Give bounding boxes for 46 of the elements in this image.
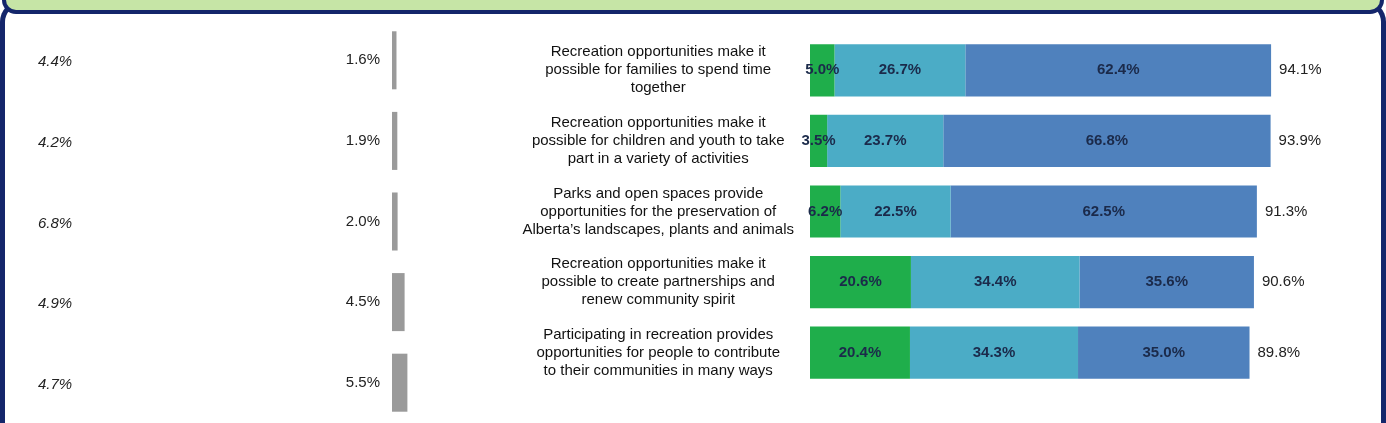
total-label: 90.6% (1261, 272, 1305, 290)
data-label: 62.5% (1082, 201, 1126, 219)
bar (392, 192, 398, 251)
text: 4.4% (38, 51, 73, 69)
data-label: 34.3% (972, 342, 1016, 360)
data-label: 1.9% (345, 131, 380, 149)
data-label: 34.4% (973, 272, 1017, 290)
total-label: 89.8% (1257, 342, 1301, 360)
bar (392, 353, 408, 412)
total-label: 94.1% (1279, 60, 1322, 78)
bar (840, 185, 951, 238)
bar (965, 44, 1272, 97)
data-label: 2.0% (345, 211, 380, 229)
y-tick-label: Recreation opportunities make it possible for families to spend time together (545, 42, 772, 96)
bar (810, 326, 910, 379)
bar (950, 185, 1257, 238)
y-tick-label: Participating in recreation provides opportunities for people to contribute to their communities in many ways (536, 324, 780, 378)
text: 4.2% (38, 132, 73, 150)
text: 4.7% (38, 374, 73, 392)
bar (810, 255, 911, 309)
bar (392, 111, 398, 170)
text: 6.8% (38, 213, 73, 230)
bar (1078, 326, 1250, 379)
data-label: 26.7% (878, 60, 922, 78)
data-label: 20.4% (838, 342, 882, 360)
data-label: 4.5% (345, 292, 380, 310)
bar (909, 326, 1079, 379)
bar (1079, 255, 1254, 309)
data-label: 62.4% (1096, 60, 1140, 78)
total-label: 91.3% (1264, 201, 1308, 219)
data-label: 23.7% (863, 131, 907, 149)
y-tick-label: Recreation opportunities make it possible for children and youth to take part in a variety of activities (531, 113, 785, 167)
text: 4.9% (38, 293, 73, 311)
bar (943, 114, 1271, 168)
data-label: 66.8% (1085, 131, 1129, 149)
data-label: 35.0% (1142, 342, 1186, 360)
bar (392, 273, 405, 332)
data-label: 5.5% (345, 372, 380, 390)
data-label: 20.6% (839, 272, 882, 290)
data-label: 1.6% (345, 50, 380, 68)
y-tick-label: Parks and open spaces provide opportunities for the preservation of Alberta’s landscapes, plants and animals (522, 183, 794, 237)
bar (910, 255, 1080, 309)
y-tick-label: Recreation opportunities make it possible to create partnerships and renew community spirit (541, 254, 775, 308)
data-label: 35.6% (1145, 272, 1188, 290)
data-label: 22.5% (874, 201, 917, 219)
total-label: 93.9% (1278, 131, 1322, 149)
